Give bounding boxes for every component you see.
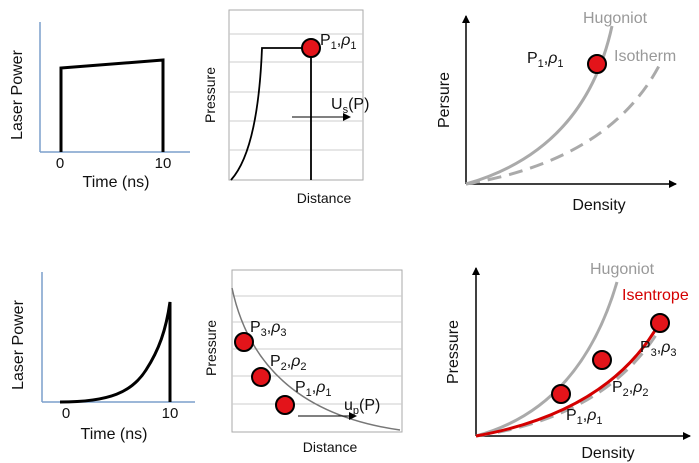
bottom-eos-state-label-3: P3,ρ3 (640, 339, 677, 359)
bottom-wave-velocity-label: up(P) (344, 397, 380, 417)
top-wave-panel: P1,ρ1 Us(P) Pressure Distance (202, 9, 369, 206)
bottom-laser-tick-0: 0 (62, 405, 70, 422)
top-laser-tick-10: 10 (155, 155, 172, 172)
bottom-laser-x-label: Time (ns) (81, 426, 148, 443)
bottom-eos-hugoniot-curve (475, 281, 619, 438)
bottom-eos-isentrope-curve (475, 321, 662, 438)
bottom-wave-panel: P3,ρ3 P2,ρ2 P1,ρ1 up(P) Pressure Distanc… (203, 269, 403, 455)
top-eos-state-label: P1,ρ1 (527, 50, 564, 70)
bottom-wave-state-marker-2 (251, 367, 271, 387)
bottom-wave-frame (231, 269, 403, 433)
top-laser-tick-0: 0 (56, 155, 64, 172)
bottom-eos-y-label: Pressure (445, 320, 462, 384)
top-wave-state-marker (301, 38, 321, 58)
top-eos-hugoniot-curve (465, 25, 614, 186)
bottom-wave-state-marker-1 (275, 395, 295, 415)
bottom-eos-state-marker-2 (592, 350, 612, 370)
bottom-eos-hugoniot-label: Hugoniot (590, 261, 655, 278)
bottom-eos-state-marker-1 (551, 384, 571, 404)
top-laser-pulse-curve (59, 58, 165, 152)
top-wave-y-label: Pressure (202, 67, 218, 123)
bottom-eos-state-marker-3 (650, 313, 670, 333)
top-wave-pressure-profile (230, 47, 312, 181)
bottom-eos-state-label-2: P2,ρ2 (612, 379, 649, 399)
top-laser-panel: 0 10 Time (ns) Laser Power (9, 22, 190, 191)
top-eos-state-marker (587, 54, 607, 74)
top-eos-x-label: Density (572, 197, 625, 214)
top-eos-y-label: Persure (436, 72, 453, 128)
bottom-wave-x-label: Distance (303, 439, 358, 455)
top-laser-y-label: Laser Power (9, 49, 26, 139)
bottom-wave-state-label-3: P3,ρ3 (250, 319, 287, 339)
bottom-wave-pressure-profile (231, 287, 401, 431)
top-eos-panel: Hugoniot Isotherm P1,ρ1 Persure Density (436, 10, 677, 214)
bottom-laser-y-label: Laser Power (10, 299, 27, 389)
top-wave-state-label: P1,ρ1 (320, 32, 357, 52)
top-eos-isotherm-curve (465, 63, 662, 186)
top-wave-x-label: Distance (297, 190, 352, 206)
top-wave-velocity-label: Us(P) (331, 96, 369, 116)
top-wave-frame (228, 9, 364, 181)
bottom-wave-y-label: Pressure (203, 320, 219, 376)
bottom-wave-state-label-2: P2,ρ2 (270, 353, 307, 373)
bottom-wave-state-marker-3 (234, 332, 254, 352)
bottom-laser-panel: 0 10 Time (ns) Laser Power (10, 272, 195, 443)
top-eos-hugoniot-label: Hugoniot (583, 10, 648, 27)
bottom-eos-panel: Hugoniot Isentrope P3,ρ3 P2,ρ2 P1,ρ1 Pre… (445, 261, 691, 462)
bottom-eos-isentrope-label: Isentrope (622, 287, 689, 304)
top-laser-x-label: Time (ns) (83, 174, 150, 191)
bottom-laser-pulse-curve (59, 301, 172, 404)
bottom-wave-state-label-1: P1,ρ1 (295, 379, 332, 399)
bottom-eos-x-label: Density (581, 445, 634, 462)
bottom-eos-state-label-1: P1,ρ1 (566, 407, 603, 427)
top-eos-isotherm-label: Isotherm (614, 48, 676, 65)
bottom-laser-tick-10: 10 (162, 405, 179, 422)
